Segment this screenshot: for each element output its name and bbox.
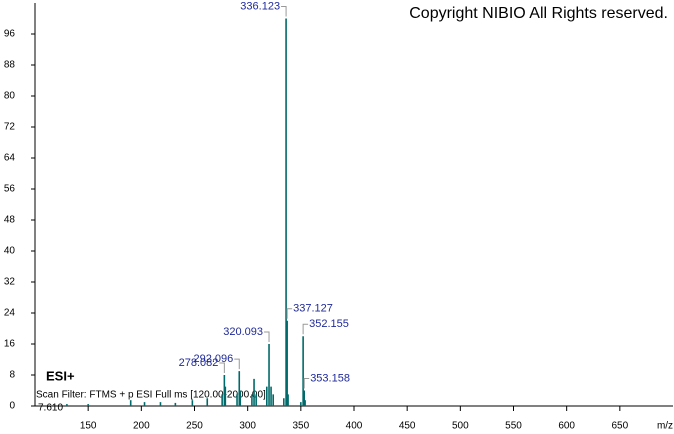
x-tick-label: 150 (80, 421, 97, 432)
x-tick-label: 450 (399, 421, 416, 432)
y-tick-label: 8 (9, 370, 15, 381)
label-leader (281, 6, 287, 17)
y-tick-label: 16 (4, 339, 16, 350)
y-tick-label: 88 (4, 60, 16, 71)
x-tick-label: 550 (505, 421, 522, 432)
peak-label: 278.082 (179, 357, 219, 369)
y-tick-label: 56 (4, 184, 16, 195)
x-tick-label: 250 (186, 421, 203, 432)
label-leader (303, 378, 310, 389)
y-tick-label: 96 (4, 29, 16, 40)
scan-filter: Scan Filter: FTMS + p ESI Full ms [120.0… (36, 390, 266, 401)
x-tick-label: 500 (452, 421, 469, 432)
label-leader (264, 331, 270, 342)
chart-title: Copyright NIBIO All Rights reserved. (409, 5, 668, 22)
x-tick-label: 650 (611, 421, 628, 432)
label-leader (219, 362, 225, 373)
x-tick-label: 400 (346, 421, 363, 432)
peak-label: 292.096 (193, 353, 233, 365)
label-leader (234, 358, 240, 370)
y-tick-label: 32 (4, 277, 16, 288)
x-tick-label: 200 (133, 421, 150, 432)
y-tick-label: 64 (4, 153, 16, 164)
peak-label: 352.155 (309, 318, 349, 330)
x-axis-label: m/z (657, 421, 673, 432)
y-tick-label: 80 (4, 91, 16, 102)
x-tick-label: 350 (292, 421, 309, 432)
y-tick-label: 24 (4, 308, 16, 319)
peak-label: 337.127 (293, 303, 333, 315)
y-tick-label: 48 (4, 215, 16, 226)
normalization: 7.610 (38, 403, 63, 414)
peak-label: 353.158 (310, 372, 350, 384)
peak-label: 336.123 (240, 0, 280, 12)
y-tick-label: 72 (4, 122, 16, 133)
x-tick-label: 600 (558, 421, 575, 432)
y-tick-label: 40 (4, 246, 16, 257)
y-tick-label: 0 (9, 401, 15, 412)
label-leader (302, 323, 309, 335)
peak-label: 320.093 (223, 326, 263, 338)
label-leader (286, 308, 293, 319)
ionization-label: ESI+ (46, 368, 75, 383)
x-tick-label: 300 (239, 421, 256, 432)
